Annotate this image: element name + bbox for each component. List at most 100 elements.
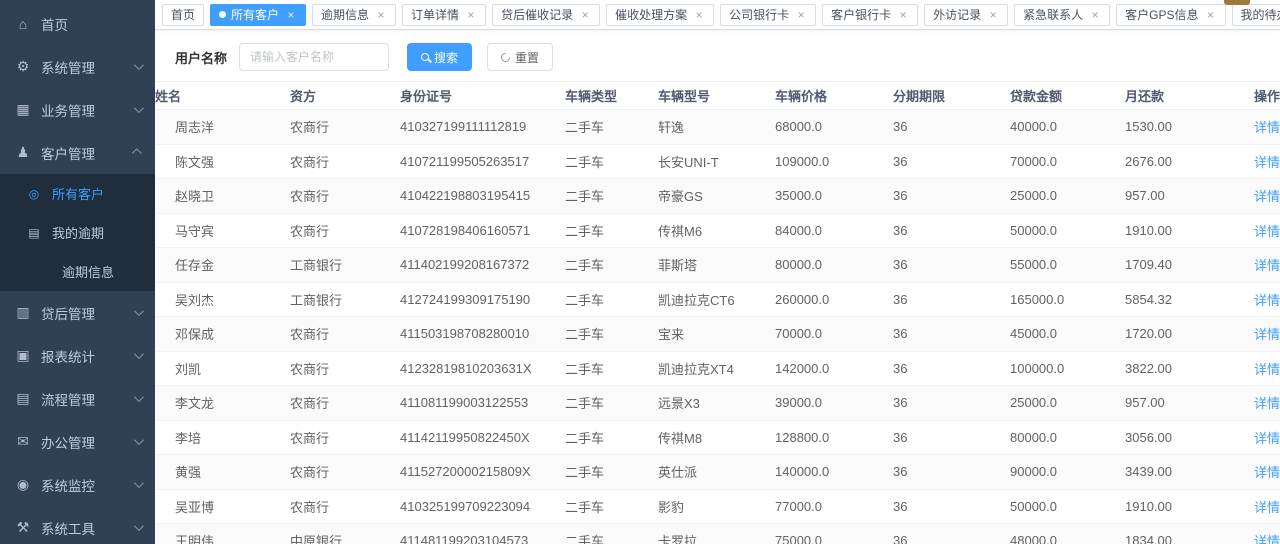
- tab[interactable]: 首页: [162, 3, 205, 26]
- cell-vehicle-price: 70000.0: [775, 316, 893, 352]
- tab-label: 所有客户: [231, 8, 280, 22]
- detail-link[interactable]: 详情: [1253, 223, 1280, 239]
- detail-link[interactable]: 详情: [1253, 258, 1280, 274]
- cell-vehicle-model: 菲斯塔: [658, 247, 775, 283]
- tab-label: 紧急联系人: [1023, 8, 1084, 22]
- close-icon[interactable]: ×: [581, 7, 589, 22]
- detail-link[interactable]: 详情: [1253, 327, 1280, 343]
- tab[interactable]: 所有客户 ×: [210, 3, 307, 26]
- cell-id-number: 411081199003122553: [400, 385, 565, 421]
- cell-name: 周志洋: [155, 109, 290, 145]
- cell-vehicle-model: 传祺M6: [658, 213, 775, 248]
- cell-loan-amount: 40000.0: [1010, 109, 1125, 145]
- detail-link[interactable]: 详情: [1253, 499, 1280, 515]
- sidebar-item[interactable]: ▤ 我的逾期: [0, 213, 155, 252]
- sidebar-item-label: 业务管理: [41, 103, 95, 119]
- sidebar-item[interactable]: ◉ 系统监控: [0, 463, 155, 506]
- reset-button[interactable]: 重置: [487, 43, 554, 71]
- close-icon[interactable]: ×: [287, 7, 295, 22]
- detail-link[interactable]: 详情: [1253, 396, 1280, 412]
- tab[interactable]: 紧急联系人 ×: [1014, 3, 1111, 26]
- flow-icon: ▤: [16, 390, 30, 406]
- tab[interactable]: 外访记录 ×: [924, 3, 1009, 26]
- sidebar-item-label: 系统工具: [41, 521, 95, 537]
- sidebar-item[interactable]: ▣ 报表统计: [0, 334, 155, 377]
- avatar[interactable]: [1224, 0, 1250, 5]
- search-button[interactable]: 搜索: [407, 43, 473, 71]
- cell-funder: 工商银行: [290, 282, 400, 317]
- cell-vehicle-type: 二手车: [565, 489, 658, 524]
- sidebar-item[interactable]: ▦ 业务管理: [0, 88, 155, 131]
- detail-link[interactable]: 详情: [1253, 361, 1280, 377]
- detail-link[interactable]: 详情: [1253, 292, 1280, 308]
- cell-funder: 工商银行: [290, 247, 400, 283]
- close-icon[interactable]: ×: [797, 7, 805, 22]
- cell-loan-amount: 45000.0: [1010, 316, 1125, 352]
- search-input[interactable]: [239, 43, 390, 71]
- detail-link[interactable]: 详情: [1253, 154, 1280, 170]
- cell-vehicle-type: 二手车: [565, 385, 658, 421]
- columns-icon: ▥: [16, 304, 30, 320]
- cell-vehicle-type: 二手车: [565, 213, 658, 248]
- table-row: 任存金 工商银行 411402199208167372 二手车 菲斯塔 8000…: [155, 247, 1280, 283]
- detail-link[interactable]: 详情: [1253, 120, 1280, 136]
- cell-vehicle-price: 109000.0: [775, 144, 893, 179]
- tab[interactable]: 公司银行卡 ×: [720, 3, 817, 26]
- cell-monthly-payment: 2676.00: [1125, 144, 1236, 179]
- tab-label: 客户银行卡: [831, 8, 892, 22]
- table-row: 马守宾 农商行 410728198406160571 二手车 传祺M6 8400…: [155, 213, 1280, 248]
- sidebar-item-label: 流程管理: [41, 392, 95, 408]
- close-icon[interactable]: ×: [1206, 7, 1214, 22]
- sidebar-item[interactable]: ⚙ 系统管理: [0, 45, 155, 88]
- refresh-icon: [499, 50, 512, 64]
- cell-vehicle-model: 宝来: [658, 316, 775, 352]
- close-icon[interactable]: ×: [989, 7, 997, 22]
- cell-monthly-payment: 3439.00: [1125, 454, 1236, 490]
- tab[interactable]: 逾期信息 ×: [312, 3, 397, 26]
- tab-label: 贷后催收记录: [501, 8, 574, 22]
- detail-link[interactable]: 详情: [1253, 534, 1280, 544]
- close-icon[interactable]: ×: [899, 7, 907, 22]
- close-icon[interactable]: ×: [695, 7, 703, 22]
- sidebar-item[interactable]: ▤ 流程管理: [0, 377, 155, 420]
- sidebar-item[interactable]: 逾期信息: [0, 252, 155, 291]
- table-header-cell: 车辆价格: [775, 81, 893, 110]
- sidebar-item[interactable]: ⌂ 首页: [0, 2, 155, 45]
- sidebar-item[interactable]: ⚒ 系统工具: [0, 506, 155, 544]
- cell-funder: 农商行: [290, 316, 400, 352]
- sidebar-item[interactable]: ✉ 办公管理: [0, 420, 155, 463]
- cell-term: 36: [893, 316, 1010, 352]
- cell-monthly-payment: 5854.32: [1125, 282, 1236, 317]
- sidebar-item[interactable]: ♟ 客户管理: [0, 131, 155, 174]
- tab-label: 逾期信息: [321, 8, 370, 22]
- cell-vehicle-type: 二手车: [565, 351, 658, 386]
- close-icon[interactable]: ×: [467, 7, 475, 22]
- close-icon[interactable]: ×: [377, 7, 385, 22]
- cell-term: 36: [893, 282, 1010, 317]
- detail-link[interactable]: 详情: [1253, 189, 1280, 205]
- detail-link[interactable]: 详情: [1253, 430, 1280, 446]
- table-header-cell: 贷款金额: [1010, 81, 1125, 110]
- cell-monthly-payment: 1910.00: [1125, 489, 1236, 524]
- sidebar-item[interactable]: ▥ 贷后管理: [0, 291, 155, 334]
- chevron-down-icon: [133, 392, 144, 403]
- detail-link[interactable]: 详情: [1253, 465, 1280, 481]
- cell-funder: 中原银行: [290, 523, 400, 544]
- table-row: 黄强 农商行 41152720000215809X 二手车 英仕派 140000…: [155, 454, 1280, 490]
- cell-term: 36: [893, 109, 1010, 145]
- cell-vehicle-price: 142000.0: [775, 351, 893, 386]
- cell-loan-amount: 165000.0: [1010, 282, 1125, 317]
- cell-monthly-payment: 1709.40: [1125, 247, 1236, 283]
- chevron-down-icon: [133, 349, 144, 360]
- tab[interactable]: 贷后催收记录 ×: [492, 3, 601, 26]
- tab[interactable]: 我的待办 ×: [1231, 3, 1280, 26]
- grid-icon: ▦: [16, 101, 30, 117]
- cell-vehicle-model: 凯迪拉克CT6: [658, 282, 775, 317]
- tab[interactable]: 客户银行卡 ×: [822, 3, 919, 26]
- close-icon[interactable]: ×: [1091, 7, 1099, 22]
- cell-monthly-payment: 1910.00: [1125, 213, 1236, 248]
- tab[interactable]: 客户GPS信息 ×: [1116, 3, 1226, 26]
- tab[interactable]: 催收处理方案 ×: [606, 3, 715, 26]
- tab[interactable]: 订单详情 ×: [402, 3, 487, 26]
- sidebar-item[interactable]: ◎ 所有客户: [0, 174, 155, 213]
